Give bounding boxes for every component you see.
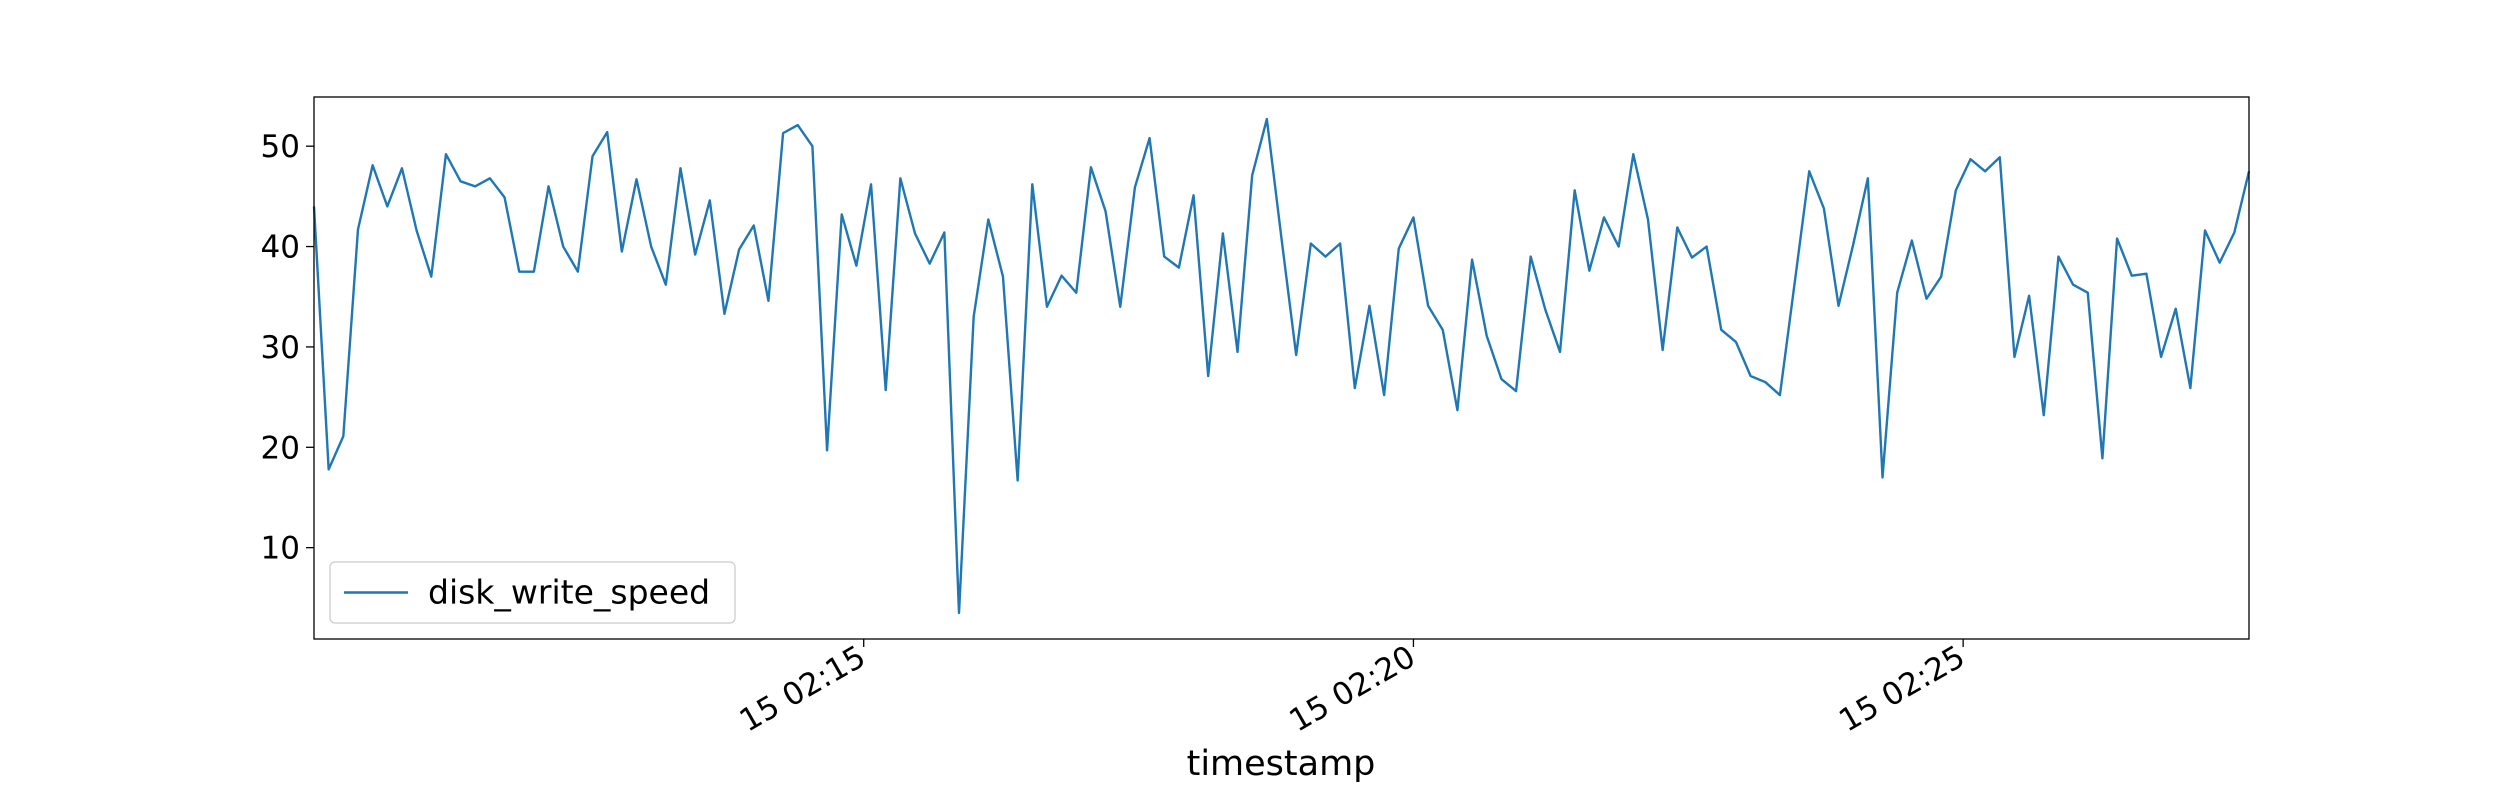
y-tick-label: 30	[261, 330, 300, 366]
legend-box	[329, 561, 736, 624]
y-tick-label: 50	[261, 129, 300, 165]
plot-frame	[313, 96, 2250, 640]
y-tick-label: 10	[261, 531, 300, 567]
x-axis-label: timestamp	[1187, 744, 1376, 784]
y-tick-label: 20	[261, 430, 300, 466]
legend-label: disk_write_speed	[428, 573, 710, 612]
data-line	[312, 117, 2251, 615]
y-tick-label: 40	[261, 230, 300, 266]
